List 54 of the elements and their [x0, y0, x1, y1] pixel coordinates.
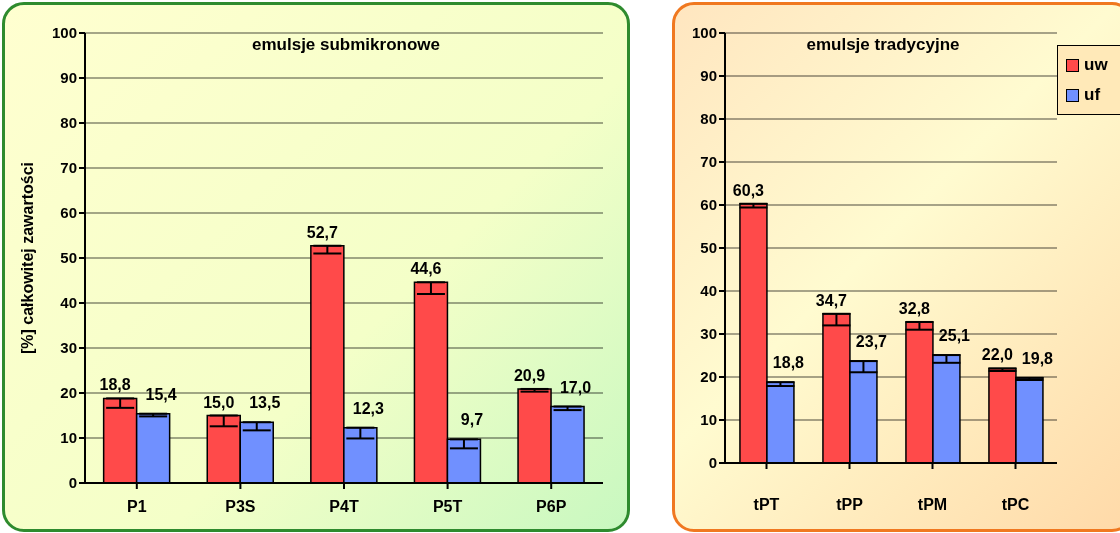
data-label: 23,7 — [855, 333, 888, 351]
y-tick-label: 50 — [700, 239, 717, 257]
data-label: 12,3 — [352, 399, 385, 417]
x-tick-label: tPP — [836, 496, 864, 514]
chart-title: emulsje tradycyjne — [805, 35, 961, 55]
y-tick-label: 20 — [700, 368, 717, 386]
y-tick-label: 100 — [51, 24, 77, 42]
x-tick-label: P4T — [329, 498, 359, 516]
data-label: 13,5 — [249, 394, 281, 412]
y-axis-title: [%] całkowitej zawartości — [18, 161, 36, 355]
y-tick-label: 80 — [700, 110, 717, 128]
y-tick-label: 60 — [60, 204, 77, 222]
data-label: 22,0 — [981, 346, 1014, 364]
data-label: 20,9 — [513, 366, 546, 384]
y-tick-label: 30 — [60, 339, 77, 357]
x-tick-label: P6P — [536, 498, 567, 516]
data-label: 60,3 — [732, 181, 765, 199]
y-tick-label: 80 — [60, 114, 77, 132]
y-tick-label: 30 — [700, 325, 717, 343]
data-label: 18,8 — [99, 376, 131, 394]
y-tick-label: 100 — [691, 24, 717, 42]
data-label: 34,7 — [815, 291, 848, 309]
y-tick-label: 10 — [700, 411, 717, 429]
y-tick-label: 0 — [708, 454, 717, 472]
y-tick-label: 70 — [700, 153, 717, 171]
data-label: 18,8 — [772, 354, 805, 372]
data-label: 15,4 — [145, 385, 177, 403]
y-tick-label: 60 — [700, 196, 717, 214]
legend-label: uf — [1084, 84, 1101, 106]
y-tick-label: 40 — [60, 294, 77, 312]
data-label: 32,8 — [898, 299, 931, 317]
y-tick-label: 20 — [60, 384, 77, 402]
y-tick-label: 70 — [60, 159, 77, 177]
x-tick-label: P3S — [225, 498, 256, 516]
x-tick-label: tPC — [1001, 496, 1030, 514]
data-label: 44,6 — [410, 260, 442, 278]
data-label: 25,1 — [938, 327, 971, 345]
data-label: 19,8 — [1021, 349, 1054, 367]
x-tick-label: tPM — [917, 496, 948, 514]
y-tick-label: 10 — [60, 429, 77, 447]
x-tick-label: P5T — [432, 498, 463, 516]
y-tick-label: 90 — [60, 69, 77, 87]
data-label: 9,7 — [460, 411, 484, 429]
y-tick-label: 40 — [700, 282, 717, 300]
data-label: 52,7 — [306, 223, 339, 241]
y-tick-label: 90 — [700, 67, 717, 85]
y-tick-label: 50 — [60, 249, 77, 267]
chart-title: emulsje submikronowe — [251, 35, 441, 55]
y-tick-label: 0 — [68, 474, 77, 492]
x-tick-label: P1 — [127, 498, 147, 516]
data-label: 15,0 — [203, 393, 235, 411]
legend-label: uw — [1084, 54, 1108, 76]
data-label: 17,0 — [559, 378, 592, 396]
x-tick-label: tPT — [753, 496, 780, 514]
